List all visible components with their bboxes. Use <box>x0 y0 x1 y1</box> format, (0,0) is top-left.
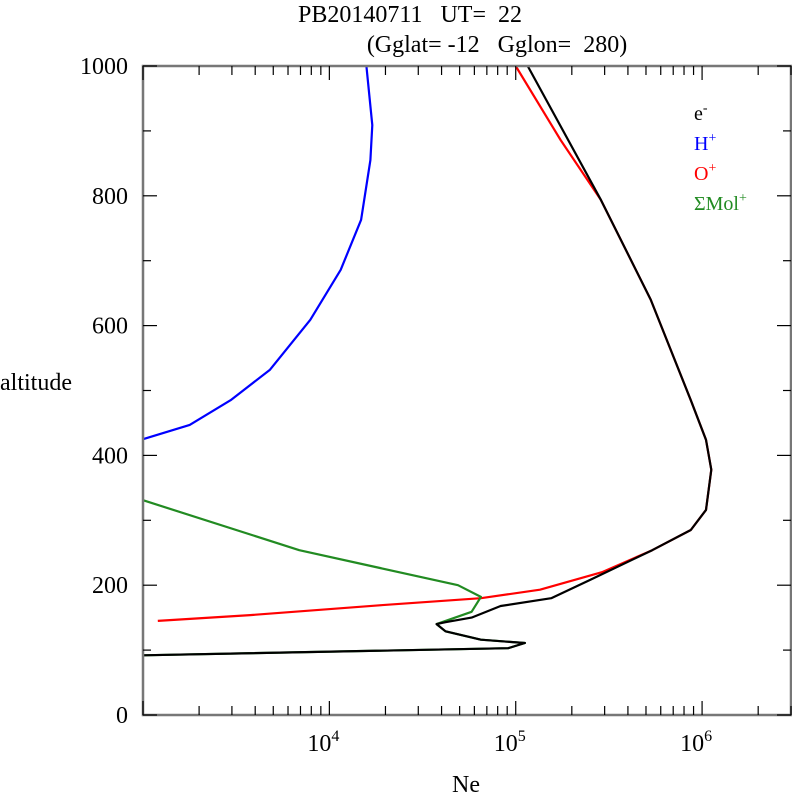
legend-entry: ΣMol+ <box>694 191 747 215</box>
series-line-e <box>142 65 713 657</box>
y-tick-label: 800 <box>92 184 128 210</box>
chart-title-line1: PB20140711 UT= 22 <box>298 2 522 28</box>
y-axis-label: altitude <box>0 370 72 396</box>
y-tick-label: 400 <box>92 443 128 469</box>
y-tick-label: 200 <box>92 573 128 599</box>
y-tick-label: 1000 <box>80 54 128 80</box>
series-line-mol <box>142 499 527 657</box>
legend-entry: O+ <box>694 161 716 185</box>
x-tick-label: 106 <box>680 728 712 757</box>
series-line-h <box>142 65 374 441</box>
legend: e- H+ O+ ΣMol+ <box>694 101 747 215</box>
x-tick-label: 104 <box>307 728 339 757</box>
x-tick-label: 105 <box>494 728 526 757</box>
y-tick-label: 0 <box>116 703 128 729</box>
x-axis-label: Ne <box>452 772 480 795</box>
y-tick-label: 600 <box>92 314 128 340</box>
series-line-o <box>157 65 713 622</box>
legend-entry: H+ <box>694 131 716 155</box>
chart-title-line2: (Gglat= -12 Gglon= 280) <box>367 32 627 58</box>
legend-entry: e- <box>694 101 708 125</box>
